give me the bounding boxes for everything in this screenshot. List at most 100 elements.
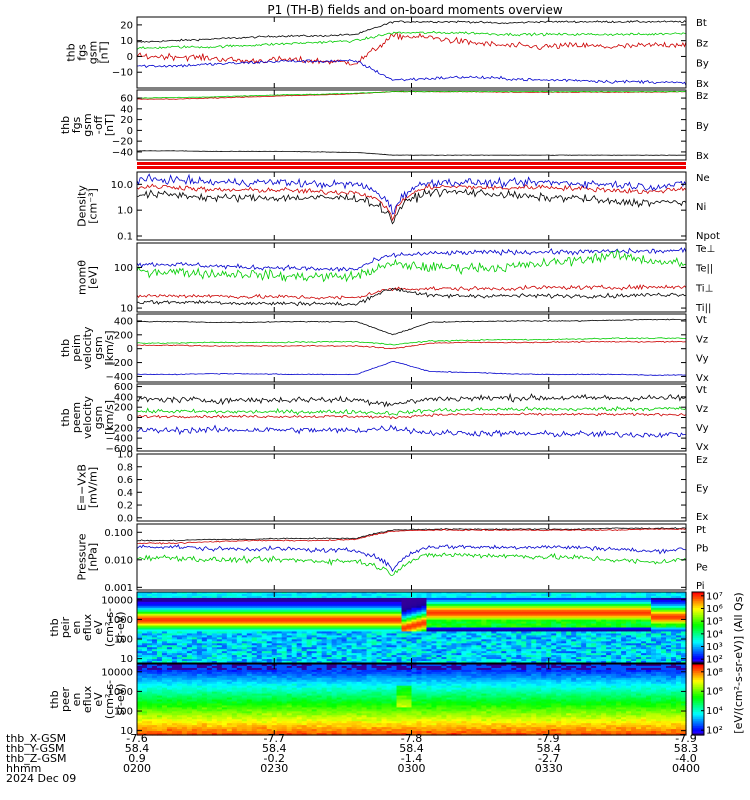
spectrogram-cell xyxy=(326,603,333,607)
spectrogram-cell xyxy=(481,619,487,623)
spectrogram-cell xyxy=(621,593,627,597)
spectrogram-cell xyxy=(261,643,268,646)
spectrogram-cell xyxy=(431,623,438,627)
spectrogram-cell xyxy=(566,625,572,629)
spectrogram-cell xyxy=(161,731,168,734)
spectrogram-cell xyxy=(401,651,408,654)
spectrogram-cell xyxy=(261,657,268,660)
spectrogram-cell xyxy=(351,639,358,642)
spectrogram-cell xyxy=(531,613,537,617)
spectrogram-cell xyxy=(676,611,682,615)
spectrogram-cell xyxy=(256,655,263,658)
spectrogram-cell xyxy=(586,647,592,650)
spectrogram-cell xyxy=(571,623,577,627)
spectrogram-cell xyxy=(561,601,567,605)
spectrogram-cell xyxy=(281,633,288,636)
spectrogram-cell xyxy=(201,595,208,599)
spectrogram-cell xyxy=(441,609,448,613)
spectrogram-cell xyxy=(236,611,243,615)
spectrogram-cell xyxy=(211,615,218,619)
spectrogram-cell xyxy=(576,657,582,660)
spectrogram-cell xyxy=(431,631,438,635)
spectrogram-cell xyxy=(156,695,163,699)
spectrogram-cell xyxy=(246,601,253,605)
spectrogram-cell xyxy=(211,617,218,621)
spectrogram-cell xyxy=(426,649,433,652)
spectrogram-cell xyxy=(266,623,273,627)
spectrogram-cell xyxy=(596,639,602,642)
spectrogram-cell xyxy=(211,727,218,730)
spectrogram-cell xyxy=(137,673,143,677)
spectrogram-cell xyxy=(566,653,572,656)
spectrogram-cell xyxy=(196,695,203,699)
spectrogram-cell xyxy=(581,643,587,646)
spectrogram-cell xyxy=(221,611,228,615)
spectrogram-cell xyxy=(551,615,557,619)
spectrogram-cell xyxy=(631,627,637,631)
spectrogram-cell xyxy=(156,689,163,693)
spectrogram-cell xyxy=(176,715,183,718)
spectrogram-cell xyxy=(576,641,582,644)
spectrogram-cell xyxy=(251,659,258,662)
spectrogram-cell xyxy=(471,619,477,623)
spectrogram-cell xyxy=(181,689,188,693)
spectrogram-cell xyxy=(471,635,477,638)
spectrogram-cell xyxy=(261,661,268,664)
spectrogram-cell xyxy=(531,611,537,615)
y-tick-label: 0.0 xyxy=(117,513,133,524)
spectrogram-cell xyxy=(176,693,183,697)
spectrogram-cell xyxy=(486,633,492,636)
spectrogram-cell xyxy=(166,681,173,685)
spectrogram-cell xyxy=(646,641,652,644)
spectrogram-cell xyxy=(196,717,203,720)
spectrogram-cell xyxy=(196,713,203,716)
spectrogram-cell xyxy=(431,653,438,656)
spectrogram-cell xyxy=(496,639,502,642)
spectrogram-cell xyxy=(531,605,537,609)
spectrogram-cell xyxy=(601,635,607,638)
spectrogram-cell xyxy=(321,639,328,642)
spectrogram-cell xyxy=(526,603,532,607)
spectrogram-cell xyxy=(651,641,657,644)
spectrogram-cell xyxy=(151,639,158,642)
spectrogram-cell xyxy=(231,613,238,617)
spectrogram-cell xyxy=(456,592,463,595)
spectrogram-cell xyxy=(201,707,208,710)
spectrogram-cell xyxy=(311,592,318,595)
spectrogram-cell xyxy=(396,619,403,623)
spectrogram-cell xyxy=(476,657,482,660)
spectrogram-cell xyxy=(296,625,303,629)
spectrogram-cell xyxy=(301,615,308,619)
spectrogram-cell xyxy=(356,629,363,633)
spectrogram-cell xyxy=(481,613,487,617)
spectrogram-cell xyxy=(251,661,258,664)
spectrogram-cell xyxy=(301,597,308,601)
spectrogram-cell xyxy=(581,629,587,633)
spectrogram-cell xyxy=(671,611,677,615)
spectrogram-cell xyxy=(221,619,228,623)
spectrogram-cell xyxy=(137,725,143,728)
spectrogram-cell xyxy=(411,637,418,640)
panel-frame xyxy=(136,313,687,383)
spectrogram-cell xyxy=(166,595,173,599)
spectrogram-cell xyxy=(281,645,288,648)
spectrogram-cell xyxy=(141,627,148,631)
spectrogram-cell xyxy=(306,653,313,656)
spectrogram-cell xyxy=(211,717,218,720)
spectrogram-cell xyxy=(156,671,163,675)
spectrogram-cell xyxy=(431,629,438,633)
spectrogram-cell xyxy=(536,637,542,640)
spectrogram-cell xyxy=(451,641,458,644)
spectrogram-cell xyxy=(191,643,198,646)
spectrogram-cell xyxy=(226,701,233,705)
spectrogram-cell xyxy=(556,661,562,664)
spectrogram-cell xyxy=(206,665,213,669)
y-tick-label: −200 xyxy=(106,423,133,434)
spectrogram-cell xyxy=(401,599,408,603)
spectrogram-cell xyxy=(151,664,158,667)
spectrogram-cell xyxy=(501,631,507,635)
spectrogram-cell xyxy=(141,625,148,629)
spectrogram-cell xyxy=(661,643,667,646)
spectrogram-cell xyxy=(226,679,233,683)
spectrogram-cell xyxy=(541,623,547,627)
